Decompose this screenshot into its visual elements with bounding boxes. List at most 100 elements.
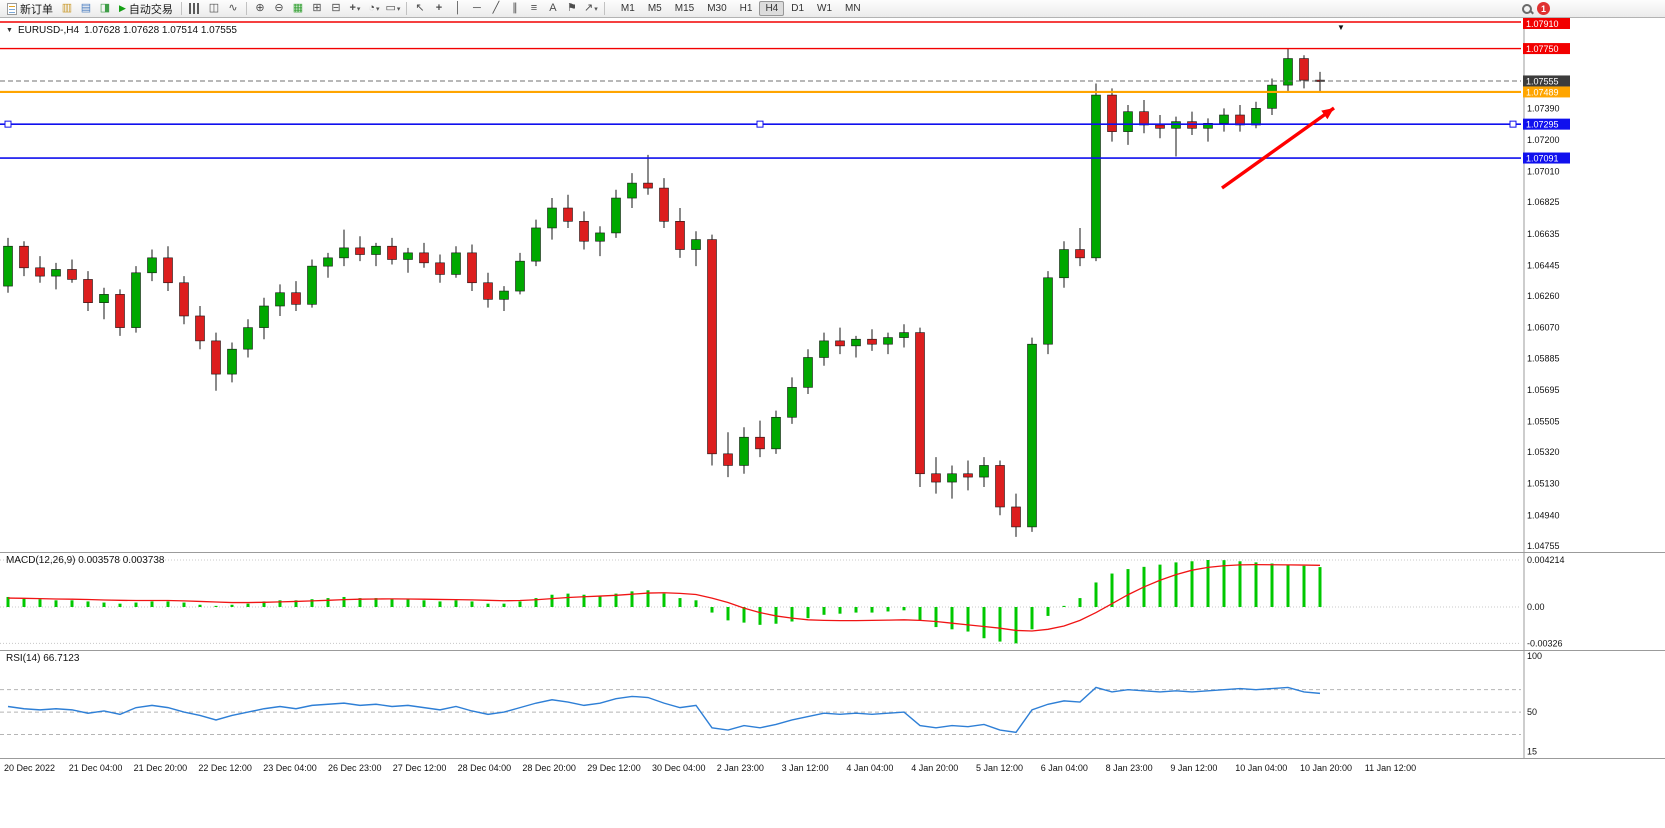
trendline-icon: ╱ bbox=[492, 2, 500, 14]
horizontal-line-button[interactable]: ─ bbox=[468, 1, 486, 17]
price-badge bbox=[1523, 86, 1570, 98]
candle-body bbox=[451, 252, 461, 275]
time-axis-label: 26 Dec 23:00 bbox=[328, 763, 382, 773]
time-axis-label: 21 Dec 04:00 bbox=[69, 763, 123, 773]
cursor-button[interactable]: ↖ bbox=[411, 1, 429, 17]
candle-body bbox=[515, 260, 525, 292]
horizontal-line-icon: ─ bbox=[473, 2, 481, 14]
price-axis-label: 1.04940 bbox=[1527, 510, 1560, 520]
market-watch-button[interactable]: ▥ bbox=[58, 1, 76, 17]
candle-body bbox=[531, 227, 541, 262]
candle-body bbox=[67, 269, 77, 280]
time-axis-label: 4 Jan 20:00 bbox=[911, 763, 958, 773]
crosshair-button[interactable]: + bbox=[430, 1, 448, 17]
time-axis-label: 23 Dec 04:00 bbox=[263, 763, 317, 773]
template-icon: ▭ bbox=[385, 2, 396, 14]
timeframe-button-m1[interactable]: M1 bbox=[620, 3, 635, 14]
chart-canvas[interactable]: 1.07390 1.07200 1.07010 1.06825 1.06635 1.064… bbox=[0, 18, 1665, 828]
candle-body bbox=[323, 257, 333, 267]
line-chart-button[interactable]: ∿ bbox=[224, 1, 242, 17]
line-handle[interactable] bbox=[4, 120, 12, 128]
price-axis-label: 1.06825 bbox=[1527, 197, 1560, 207]
timeframe-button-h1[interactable]: H1 bbox=[739, 3, 753, 14]
timeframe-button-m15[interactable]: M15 bbox=[674, 3, 695, 14]
toolbar-separator bbox=[603, 2, 605, 15]
new-order-button[interactable]: 新订单 bbox=[3, 1, 57, 17]
vertical-line-icon: │ bbox=[454, 2, 462, 14]
time-axis-label: 9 Jan 12:00 bbox=[1170, 763, 1217, 773]
candle-body bbox=[1107, 94, 1117, 132]
chevron-down-icon: ▾ bbox=[396, 5, 401, 13]
search-button[interactable] bbox=[1518, 1, 1536, 17]
candle-body bbox=[307, 265, 317, 305]
timeframe-button-d1[interactable]: D1 bbox=[791, 3, 805, 14]
timeframe-button-m30[interactable]: M30 bbox=[707, 3, 727, 14]
text-label-button[interactable]: ⚑ bbox=[563, 1, 581, 17]
candlestick-chart-button[interactable]: ◫ bbox=[205, 1, 223, 17]
candle-body bbox=[1235, 114, 1245, 126]
chart-collapse-icon[interactable]: ▼ bbox=[6, 27, 13, 34]
candle-body bbox=[147, 257, 157, 274]
crosshair-icon: + bbox=[435, 2, 443, 14]
notification-badge[interactable]: 1 bbox=[1537, 2, 1550, 15]
autotrading-play-icon: ▶ bbox=[119, 3, 126, 13]
zoom-out-icon: ⊖ bbox=[274, 2, 284, 14]
time-axis-label: 30 Dec 04:00 bbox=[652, 763, 706, 773]
candle-body bbox=[19, 245, 29, 269]
trend-arrow-line[interactable] bbox=[1221, 106, 1335, 190]
cascade-windows-button[interactable]: ⊟ bbox=[327, 1, 345, 17]
price-axis-label: 1.06260 bbox=[1527, 291, 1560, 301]
cascade-windows-icon: ⊟ bbox=[331, 2, 341, 14]
bar-chart-icon bbox=[189, 3, 201, 14]
time-axis-label: 20 Dec 2022 bbox=[4, 763, 55, 773]
vertical-line-button[interactable]: │ bbox=[449, 1, 467, 17]
template-button[interactable]: ▭ ▾ bbox=[384, 1, 402, 17]
add-indicator-button[interactable]: + ▾ bbox=[346, 1, 364, 17]
chart-title: EURUSD-,H4 bbox=[17, 25, 80, 36]
candle-body bbox=[1091, 94, 1101, 259]
bar-chart-button[interactable] bbox=[186, 1, 204, 17]
arrange-windows-button[interactable]: ⊞ bbox=[308, 1, 326, 17]
line-handle[interactable] bbox=[756, 120, 764, 128]
marker-triangle[interactable]: ▼ bbox=[1337, 23, 1345, 32]
autotrading-button[interactable]: ▶ 自动交易 bbox=[115, 1, 177, 17]
price-badge bbox=[1523, 152, 1570, 164]
new-order-label: 新订单 bbox=[20, 3, 53, 16]
price-axis-label: 1.05320 bbox=[1527, 447, 1560, 457]
candle-body bbox=[115, 294, 125, 328]
navigator-button[interactable]: ◨ bbox=[96, 1, 114, 17]
candle-body bbox=[99, 294, 109, 303]
zoom-in-button[interactable]: ⊕ bbox=[251, 1, 269, 17]
timeframe-button-m5[interactable]: M5 bbox=[647, 3, 662, 14]
timeframe-button-h4[interactable]: H4 bbox=[759, 1, 785, 16]
candle-body bbox=[1203, 123, 1213, 129]
text-icon: A bbox=[549, 2, 557, 14]
period-button[interactable]: ◔ ▾ bbox=[365, 1, 383, 17]
data-window-button[interactable]: ▤ bbox=[77, 1, 95, 17]
candle-body bbox=[595, 232, 605, 242]
macd-signal-line bbox=[7, 563, 1321, 632]
chart-ohlc: 1.07628 1.07628 1.07514 1.07555 bbox=[84, 25, 237, 36]
timeframe-button-w1[interactable]: W1 bbox=[817, 3, 833, 14]
tile-windows-button[interactable]: ▦ bbox=[289, 1, 307, 17]
search-icon bbox=[1522, 3, 1532, 14]
candle-body bbox=[947, 473, 957, 483]
rsi-line bbox=[7, 686, 1321, 734]
trendline-button[interactable]: ╱ bbox=[487, 1, 505, 17]
arrows-tool-button[interactable]: ↗ ▾ bbox=[582, 1, 600, 17]
channel-button[interactable]: ∥ bbox=[506, 1, 524, 17]
chevron-down-icon: ▾ bbox=[356, 5, 361, 13]
candle-body bbox=[611, 197, 621, 234]
time-axis-label: 27 Dec 12:00 bbox=[393, 763, 447, 773]
zoom-out-button[interactable]: ⊖ bbox=[270, 1, 288, 17]
text-button[interactable]: A bbox=[544, 1, 562, 17]
candle-body bbox=[1043, 277, 1053, 345]
candle-body bbox=[483, 282, 493, 300]
timeframe-button-mn[interactable]: MN bbox=[845, 3, 861, 14]
time-axis-label: 10 Jan 04:00 bbox=[1235, 763, 1287, 773]
line-handle[interactable] bbox=[1509, 120, 1517, 128]
candle-body bbox=[467, 252, 477, 284]
price-axis-label: 1.04755 bbox=[1527, 541, 1560, 551]
fibonacci-icon: ≡ bbox=[530, 2, 538, 14]
fibonacci-button[interactable]: ≡ bbox=[525, 1, 543, 17]
